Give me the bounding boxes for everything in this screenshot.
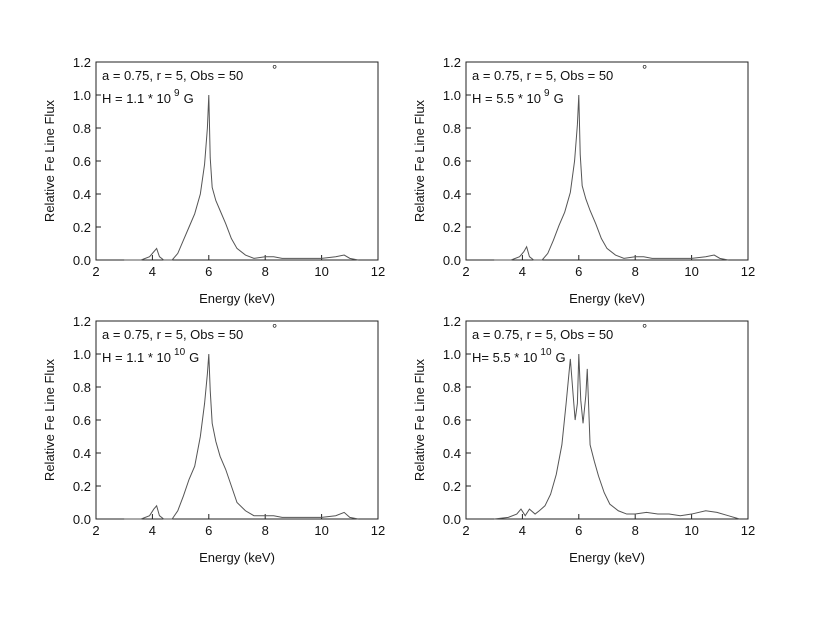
unit: G (189, 350, 199, 365)
annotation-line: a = 0.75, r = 5, Obs = 50 (102, 68, 243, 83)
spectrum-line (124, 353, 359, 520)
x-tick-label: 10 (684, 523, 698, 538)
x-axis-label: Energy (keV) (199, 291, 275, 306)
y-tick-label: 0.4 (443, 187, 461, 202)
x-tick-label: 2 (462, 523, 469, 538)
y-tick-label: 0.8 (443, 121, 461, 136)
y-tick-label: 0.2 (73, 479, 91, 494)
x-tick-label: 10 (684, 264, 698, 279)
spectrum-line (494, 353, 740, 520)
x-tick-label: 12 (371, 523, 385, 538)
x-tick-label: 6 (205, 264, 212, 279)
y-tick-label: 0.8 (73, 380, 91, 395)
y-tick-label: 0.0 (73, 253, 91, 268)
y-tick-label: 0.4 (73, 446, 91, 461)
degree-sign: ° (642, 62, 647, 77)
x-tick-label: 2 (92, 264, 99, 279)
x-tick-label: 6 (575, 264, 582, 279)
exponent: 10 (540, 347, 552, 358)
y-tick-label: 0.2 (73, 220, 91, 235)
annotation-text: H = 1.1 * 10 (102, 91, 171, 106)
y-axis-label: Relative Fe Line Flux (412, 358, 427, 481)
y-axis-label: Relative Fe Line Flux (412, 99, 427, 222)
annotation-text: H = 1.1 * 10 (102, 350, 171, 365)
degree-sign: ° (272, 321, 277, 336)
unit: G (184, 91, 194, 106)
y-tick-label: 0.6 (443, 413, 461, 428)
y-tick-label: 1.2 (443, 55, 461, 70)
spectrum-line (494, 94, 729, 261)
y-tick-label: 0.8 (443, 380, 461, 395)
y-tick-label: 0.6 (443, 154, 461, 169)
annotation-line: a = 0.75, r = 5, Obs = 50 (472, 68, 613, 83)
x-tick-label: 10 (314, 264, 328, 279)
x-tick-label: 8 (632, 523, 639, 538)
unit: G (554, 91, 564, 106)
unit: G (556, 350, 566, 365)
y-tick-label: 0.4 (73, 187, 91, 202)
x-tick-label: 8 (262, 264, 269, 279)
x-axis-label: Energy (keV) (569, 550, 645, 565)
y-axis-label: Relative Fe Line Flux (42, 99, 57, 222)
annotation-text: H = 5.5 * 10 (472, 91, 541, 106)
y-tick-label: 0.6 (73, 154, 91, 169)
y-tick-label: 0.2 (443, 220, 461, 235)
annotation-line: H= 5.5 * 10 10 G (472, 347, 566, 365)
x-tick-label: 8 (262, 523, 269, 538)
y-tick-label: 0.4 (443, 446, 461, 461)
annotation-line: H = 5.5 * 10 9 G (472, 88, 564, 106)
y-tick-label: 0.0 (443, 512, 461, 527)
x-tick-label: 10 (314, 523, 328, 538)
y-tick-label: 1.0 (443, 88, 461, 103)
x-tick-label: 4 (149, 523, 156, 538)
y-tick-label: 0.0 (73, 512, 91, 527)
annotation-line: a = 0.75, r = 5, Obs = 50 (102, 327, 243, 342)
y-tick-label: 1.2 (73, 314, 91, 329)
exponent: 9 (544, 88, 550, 99)
spectrum-line (124, 94, 359, 261)
y-tick-label: 0.6 (73, 413, 91, 428)
exponent: 10 (174, 347, 186, 358)
y-tick-label: 1.0 (73, 88, 91, 103)
x-tick-label: 4 (149, 264, 156, 279)
y-tick-label: 1.2 (73, 55, 91, 70)
x-tick-label: 6 (575, 523, 582, 538)
y-tick-label: 1.0 (73, 347, 91, 362)
x-tick-label: 4 (519, 264, 526, 279)
y-tick-label: 0.8 (73, 121, 91, 136)
x-axis-label: Energy (keV) (569, 291, 645, 306)
x-tick-label: 8 (632, 264, 639, 279)
x-tick-label: 2 (92, 523, 99, 538)
annotation-text: H= 5.5 * 10 (472, 350, 537, 365)
x-axis-label: Energy (keV) (199, 550, 275, 565)
y-tick-label: 0.2 (443, 479, 461, 494)
x-tick-label: 4 (519, 523, 526, 538)
y-tick-label: 1.2 (443, 314, 461, 329)
x-tick-label: 12 (371, 264, 385, 279)
degree-sign: ° (272, 62, 277, 77)
annotation-line: H = 1.1 * 10 9 G (102, 88, 194, 106)
y-axis-label: Relative Fe Line Flux (42, 358, 57, 481)
annotation-line: H = 1.1 * 10 10 G (102, 347, 199, 365)
x-tick-label: 12 (741, 523, 755, 538)
x-tick-label: 2 (462, 264, 469, 279)
exponent: 9 (174, 88, 180, 99)
degree-sign: ° (642, 321, 647, 336)
x-tick-label: 12 (741, 264, 755, 279)
x-tick-label: 6 (205, 523, 212, 538)
y-tick-label: 0.0 (443, 253, 461, 268)
y-tick-label: 1.0 (443, 347, 461, 362)
annotation-line: a = 0.75, r = 5, Obs = 50 (472, 327, 613, 342)
